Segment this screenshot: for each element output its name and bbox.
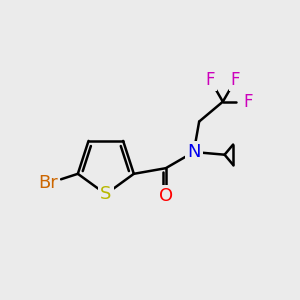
Text: Br: Br [39, 174, 58, 192]
Text: N: N [187, 143, 200, 161]
Text: S: S [100, 185, 112, 203]
Text: F: F [243, 93, 253, 111]
Text: F: F [231, 71, 240, 89]
Text: O: O [159, 187, 173, 205]
Text: F: F [206, 71, 215, 89]
